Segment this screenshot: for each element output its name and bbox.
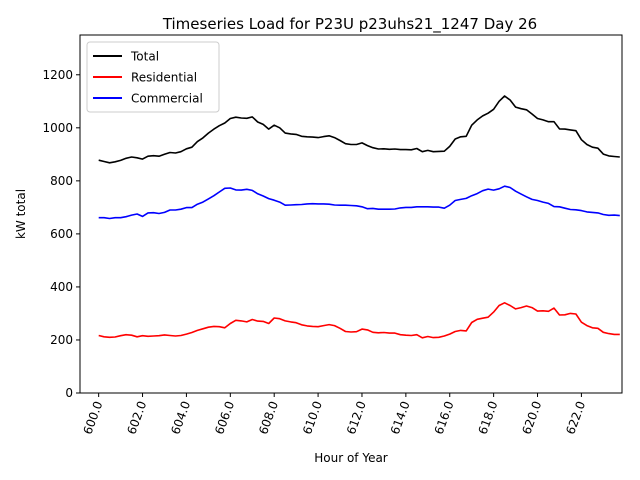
axes-frame xyxy=(79,34,623,394)
legend-label-total: Total xyxy=(130,50,159,64)
series-layer xyxy=(98,95,620,339)
legend: Total Residential Commercial xyxy=(86,41,220,113)
y-tick-label: 200 xyxy=(50,333,73,347)
y-tick-label: 1000 xyxy=(42,121,73,135)
chart-title: Timeseries Load for P23U p23uhs21_1247 D… xyxy=(162,15,537,34)
y-tick-label: 800 xyxy=(50,174,73,188)
y-tick-label: 0 xyxy=(65,386,73,400)
legend-box xyxy=(86,41,220,113)
plot-area xyxy=(79,34,623,394)
series-line-commercial xyxy=(98,185,620,220)
y-axis: 0 200 400 600 800 1000 1200 xyxy=(42,68,80,400)
legend-label-commercial: Commercial xyxy=(131,92,203,106)
y-tick-label: 400 xyxy=(50,280,73,294)
series-line-residential xyxy=(98,301,620,339)
y-axis-label: kW total xyxy=(14,189,28,239)
y-tick-label: 600 xyxy=(50,227,73,241)
series-line-total xyxy=(98,95,620,164)
x-axis-label: Hour of Year xyxy=(314,451,388,465)
legend-label-residential: Residential xyxy=(131,71,197,85)
y-tick-label: 1200 xyxy=(42,68,73,82)
